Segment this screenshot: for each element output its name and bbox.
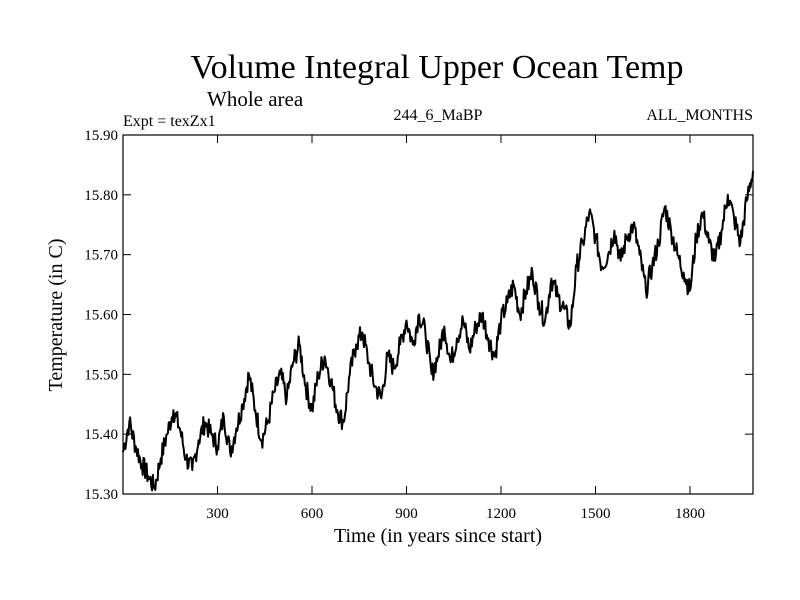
experiment-label: Expt = texZx1 bbox=[123, 113, 216, 130]
x-tick-label: 1500 bbox=[581, 506, 611, 522]
chart-subtitle: Whole area bbox=[207, 87, 304, 111]
y-axis: 15.30 15.40 15.50 15.60 15.70 15.80 15.90 bbox=[84, 128, 753, 503]
chart-title: Volume Integral Upper Ocean Temp bbox=[191, 49, 684, 86]
x-tick-label: 1800 bbox=[675, 506, 705, 522]
y-tick-label: 15.80 bbox=[84, 188, 118, 204]
x-tick-label: 1200 bbox=[486, 506, 516, 522]
y-tick-label: 15.50 bbox=[84, 367, 118, 383]
temperature-series-line bbox=[122, 170, 754, 492]
y-tick-label: 15.30 bbox=[84, 487, 118, 503]
plot-frame bbox=[122, 134, 754, 495]
y-tick-label: 15.90 bbox=[84, 128, 118, 144]
x-tick-label: 600 bbox=[301, 506, 324, 522]
y-tick-label: 15.60 bbox=[84, 308, 118, 324]
y-axis-label: Temperature (in C) bbox=[45, 239, 67, 392]
run-label: 244_6_MaBP bbox=[394, 107, 483, 124]
x-tick-label: 300 bbox=[206, 506, 229, 522]
y-tick-label: 15.40 bbox=[84, 427, 118, 443]
x-axis: 300 600 900 1200 1500 1800 bbox=[206, 135, 705, 522]
x-axis-label: Time (in years since start) bbox=[334, 525, 542, 547]
period-label: ALL_MONTHS bbox=[646, 107, 753, 124]
x-tick-label: 900 bbox=[395, 506, 418, 522]
y-tick-label: 15.70 bbox=[84, 248, 118, 264]
